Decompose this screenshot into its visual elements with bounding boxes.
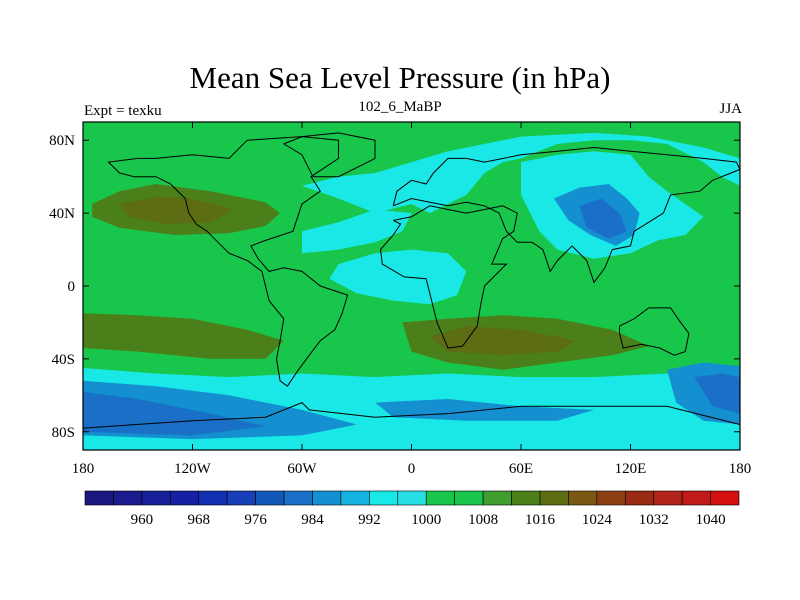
region-asia-low-deepest: [579, 198, 627, 239]
colorbar-swatch: [681, 490, 711, 506]
colorbar-label: 976: [244, 512, 267, 528]
colorbar-swatch: [624, 490, 654, 506]
colorbar-swatch: [710, 490, 740, 506]
colorbar: 960 968 976 984 992 1000 1008 1016 1024 1032 1040: [84, 490, 740, 528]
y-tick-label: 40S: [52, 352, 75, 368]
colorbar-swatch: [255, 490, 285, 506]
coastline-2: [392, 146, 740, 284]
region-north-atlantic-high-low: [302, 209, 412, 254]
colorbar-swatch: [113, 490, 143, 506]
colorbar-label: 960: [131, 512, 154, 528]
x-tick-label: 120E: [615, 461, 647, 477]
coastline-4: [83, 402, 740, 429]
colorbar-label: 968: [187, 512, 210, 528]
colorbar-label: 1008: [468, 512, 498, 528]
colorbar-swatch: [482, 490, 512, 506]
chart-title: Mean Sea Level Pressure (in hPa): [189, 60, 611, 95]
coastline-layer: [83, 132, 740, 429]
colorbar-swatch: [539, 490, 569, 506]
coastline-3: [619, 307, 690, 356]
experiment-label: Expt = texku: [84, 103, 162, 119]
colorbar-swatch: [653, 490, 683, 506]
coastline-1: [379, 205, 518, 349]
y-tick-label: 80N: [49, 133, 75, 149]
colorbar-swatch: [84, 490, 114, 506]
colorbar-label: 1000: [411, 512, 441, 528]
y-tick-label: 40N: [49, 206, 75, 222]
pressure-fill-layer: [83, 122, 740, 450]
colorbar-label: 984: [301, 512, 324, 528]
region-sh-deepest-low-pacific: [83, 391, 266, 436]
y-tick-label: 80S: [52, 425, 75, 441]
colorbar-swatch: [226, 490, 256, 506]
colorbar-swatch: [596, 490, 626, 506]
season-label: JJA: [719, 101, 742, 117]
colorbar-swatch: [340, 490, 370, 506]
colorbar-swatch: [141, 490, 171, 506]
colorbar-label: 1016: [525, 512, 556, 528]
colorbar-swatch: [511, 490, 541, 506]
colorbar-swatch: [312, 490, 342, 506]
axis-layer: 180 120W 60W 0 60E 120E 180 80N 40N 0 40S 80S: [49, 122, 751, 477]
x-tick-label: 0: [408, 461, 416, 477]
region-nh-low-pacific: [302, 132, 740, 214]
region-tropical-low-africa: [329, 249, 467, 305]
x-tick-label: 60W: [287, 461, 317, 477]
colorbar-swatch: [369, 490, 399, 506]
colorbar-label: 1040: [696, 512, 726, 528]
colorbar-swatch: [454, 490, 484, 506]
x-tick-label: 120W: [174, 461, 212, 477]
region-sh-deepest-low-australia: [694, 373, 740, 414]
coastline-5: [282, 132, 376, 178]
colorbar-swatch: [568, 490, 598, 506]
colorbar-swatch: [397, 490, 427, 506]
colorbar-swatch: [198, 490, 228, 506]
colorbar-swatch: [170, 490, 200, 506]
colorbar-label: 1032: [639, 512, 669, 528]
colorbar-label: 1024: [582, 512, 613, 528]
coastline-0: [107, 136, 349, 387]
colorbar-swatch: [283, 490, 313, 506]
region-sh-subtropical-high-core: [429, 326, 576, 356]
region-sh-pacific-high: [83, 313, 284, 359]
x-tick-label: 60E: [509, 461, 533, 477]
colorbar-swatch: [425, 490, 455, 506]
colorbar-label: 992: [358, 512, 381, 528]
y-tick-label: 0: [68, 279, 76, 295]
region-nh-pacific-high-core: [119, 196, 233, 224]
x-tick-label: 180: [72, 461, 95, 477]
x-tick-label: 180: [729, 461, 752, 477]
run-label: 102_6_MaBP: [358, 99, 442, 115]
